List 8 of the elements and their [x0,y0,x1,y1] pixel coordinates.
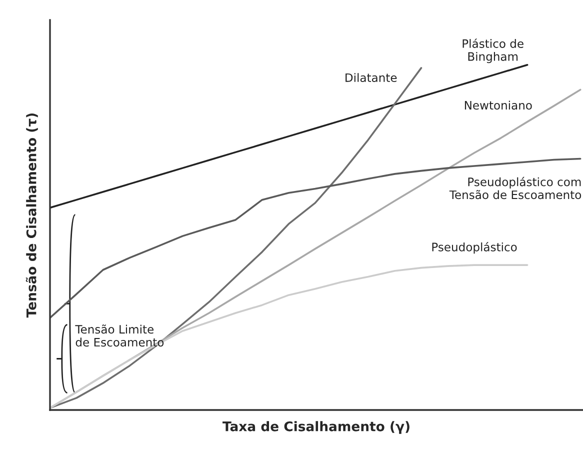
series-label: Pseudoplástico [432,242,517,254]
series-label: Pseudoplástico com Tensão de Escoamento [449,176,582,200]
series-label: Newtoniano [464,100,532,110]
annotation: Tensão Limite de Escoamento [75,324,164,347]
y-axis-title: Tensão de Cisalhamento (τ) [26,113,38,318]
series-label: Plástico de Bingham [462,38,524,64]
x-axis-title: Taxa de Cisalhamento (γ) [222,421,410,434]
series-label: Dilatante [346,73,397,82]
